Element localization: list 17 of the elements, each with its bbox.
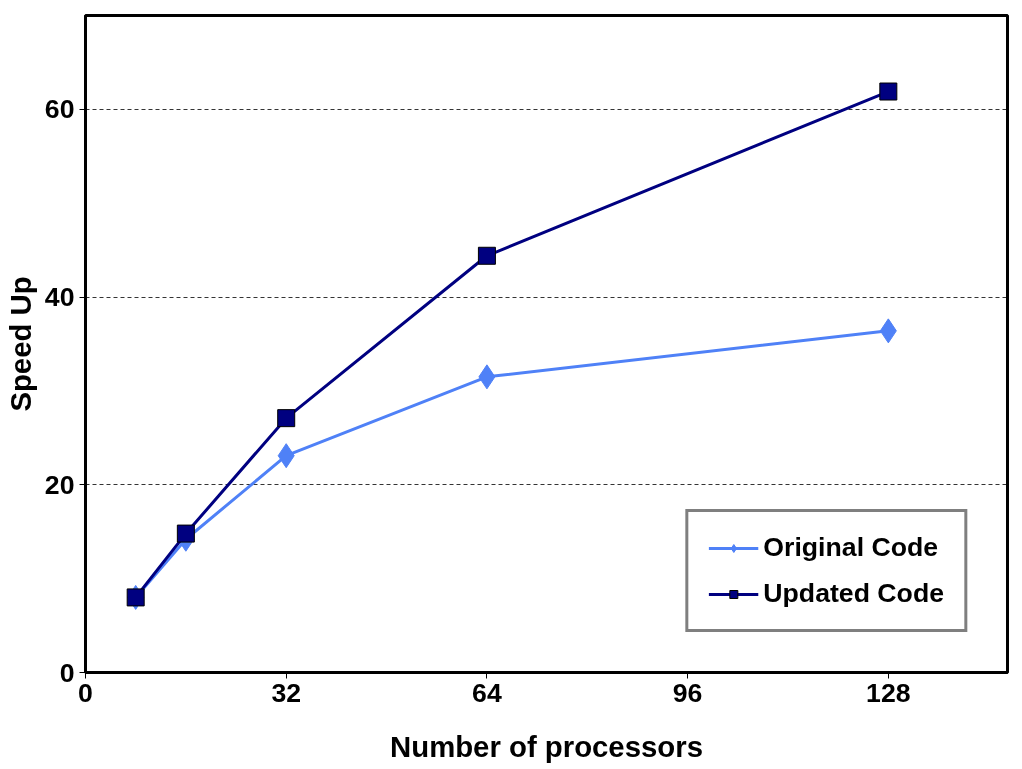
legend-label: Updated Code — [763, 578, 944, 609]
y-axis-title: Speed Up — [3, 276, 37, 412]
x-tick-label: 64 — [472, 677, 502, 708]
point — [277, 409, 296, 428]
point — [176, 524, 195, 543]
x-tick-label: 32 — [271, 677, 302, 708]
point — [126, 588, 145, 607]
point — [879, 82, 898, 101]
legend-label: Original Code — [763, 532, 939, 563]
y-tick-label: 40 — [44, 282, 75, 313]
x-tick-label: 128 — [866, 677, 911, 708]
y-tick-label: 60 — [44, 94, 75, 125]
x-tick-label: 96 — [672, 677, 703, 708]
y-tick-label: 0 — [59, 657, 75, 688]
y-tick-label: 20 — [44, 469, 75, 500]
x-axis-title: Number of processors — [390, 729, 703, 763]
point — [477, 246, 496, 265]
